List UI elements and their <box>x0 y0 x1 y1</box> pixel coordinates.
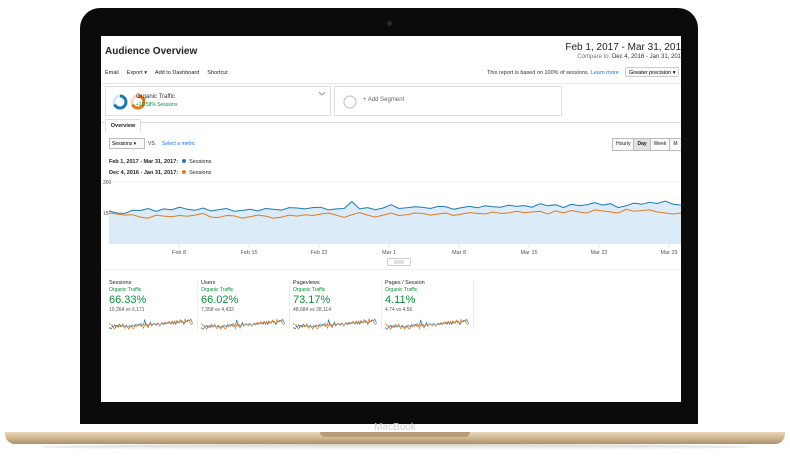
divider <box>101 83 681 84</box>
metric-card-users[interactable]: Users Organic Traffic 66.02% 7,358 vs 4,… <box>201 280 290 330</box>
series-line-compare <box>108 208 681 219</box>
metric-segment: Organic Traffic <box>385 287 418 293</box>
granularity-month[interactable]: M <box>669 138 681 151</box>
shortcut-button[interactable]: Shortcut <box>207 70 228 76</box>
sparkline-compare <box>385 318 469 330</box>
metric-sparkline <box>293 318 377 330</box>
sampling-note-text: This report is based on 100% of sessions… <box>487 70 590 76</box>
precision-select[interactable]: Greater precision ▾ <box>625 67 679 77</box>
metric-compare: 4.74 vs 4.56 <box>385 307 413 313</box>
segment-name: Organic Traffic <box>136 94 175 100</box>
series-area <box>109 201 681 244</box>
sparkline-compare <box>293 318 377 330</box>
legend-label: Sessions <box>189 159 212 165</box>
compare-range[interactable]: Compare to: Dec 4, 2016 - Jan 31, 201 <box>577 54 681 60</box>
sampling-note: This report is based on 100% of sessions… <box>487 70 619 76</box>
x-tick-label: Feb 8 <box>172 250 186 256</box>
report-toolbar: Email Export ▾ Add to Dashboard Shortcut <box>105 70 228 76</box>
legend-label: Sessions <box>189 170 212 176</box>
camera-dot <box>387 21 392 26</box>
metric-sparkline <box>201 318 285 330</box>
metric-select[interactable]: Sessions ▾ <box>109 138 145 149</box>
page-title: Audience Overview <box>105 46 198 57</box>
x-tick-label: Feb 22 <box>310 250 327 256</box>
laptop-base <box>5 432 785 444</box>
granularity-day[interactable]: Day <box>633 138 651 151</box>
metric-compare: 48,684 vs 28,114 <box>293 307 331 313</box>
x-tick-label: Mar 8 <box>452 250 466 256</box>
export-button[interactable]: Export ▾ <box>126 70 147 76</box>
segment-card-organic[interactable]: Organic Traffic +10.58% Sessions <box>105 86 331 116</box>
metric-segment: Organic Traffic <box>293 287 326 293</box>
legend-dot-icon <box>182 170 187 174</box>
legend-range: Dec 4, 2016 - Jan 31, 2017: <box>109 170 179 176</box>
laptop-opening-notch <box>320 432 470 437</box>
device-brand-label: MacBook <box>374 422 416 433</box>
segment-change: +10.58% Sessions <box>136 102 178 108</box>
chevron-down-icon[interactable] <box>318 91 326 97</box>
chart-resize-handle-icon[interactable] <box>387 258 411 266</box>
y-tick-label: 300 <box>103 180 112 186</box>
sessions-line-chart: 300 150 Feb 8 Feb 15 Feb 22 Mar 1 Mar 8 Mar 15 M… <box>101 180 681 256</box>
x-tick-label: Mar 1 <box>382 250 396 256</box>
laptop-shadow <box>40 444 750 450</box>
metric-card-pages-per-session[interactable]: Pages / Session Organic Traffic 4.11% 4.… <box>385 280 474 330</box>
granularity-toggle: Hourly Day Week M <box>612 138 681 151</box>
metric-name: Sessions <box>109 280 132 286</box>
metric-value: 4.11% <box>385 294 416 306</box>
metric-card-pageviews[interactable]: Pageviews Organic Traffic 73.17% 48,684 … <box>293 280 382 330</box>
divider <box>101 269 681 270</box>
laptop-screen: Audience Overview Feb 1, 2017 - Mar 31, … <box>101 36 681 402</box>
legend-range: Feb 1, 2017 - Mar 31, 2017: <box>109 159 179 165</box>
date-range-picker[interactable]: Feb 1, 2017 - Mar 31, 201 <box>565 42 681 53</box>
x-tick-label: Mar 15 <box>520 250 537 256</box>
metric-sparkline <box>385 318 469 330</box>
metric-sparkline <box>109 318 193 330</box>
compare-range-value: Dec 4, 2016 - Jan 31, 201 <box>611 54 681 60</box>
metric-segment: Organic Traffic <box>109 287 142 293</box>
metric-name: Pages / Session <box>385 280 425 286</box>
learn-more-link[interactable]: Learn more <box>590 70 619 76</box>
add-segment-circle-icon <box>343 95 357 109</box>
metric-card-sessions[interactable]: Sessions Organic Traffic 66.33% 10,264 v… <box>109 280 198 330</box>
legend-row-current: Feb 1, 2017 - Mar 31, 2017: Sessions <box>109 159 211 165</box>
legend-row-compare: Dec 4, 2016 - Jan 31, 2017: Sessions <box>109 170 211 176</box>
metric-name: Pageviews <box>293 280 320 286</box>
metric-compare: 10,264 vs 6,171 <box>109 307 145 313</box>
metric-name: Users <box>201 280 216 286</box>
add-segment-label: + Add Segment <box>363 97 405 103</box>
y-tick-label: 150 <box>103 211 112 217</box>
x-tick-label: Mar 22 <box>590 250 607 256</box>
granularity-week[interactable]: Week <box>649 138 671 151</box>
tab-overview[interactable]: Overview <box>105 119 141 132</box>
add-to-dashboard-button[interactable]: Add to Dashboard <box>154 70 200 76</box>
tab-bar <box>101 122 681 123</box>
metric-value: 66.02% <box>201 294 239 306</box>
x-tick-label: Feb 15 <box>240 250 257 256</box>
sparkline-compare <box>109 318 193 330</box>
x-tick-label: Mar 29 <box>660 250 677 256</box>
metric-value: 73.17% <box>293 294 331 306</box>
vs-label: VS. <box>148 141 157 147</box>
select-metric-link[interactable]: Select a metric <box>162 141 196 147</box>
legend-dot-icon <box>182 159 187 163</box>
series-line-current <box>108 200 681 214</box>
laptop-chin <box>80 402 698 424</box>
metric-value: 66.33% <box>109 294 147 306</box>
compare-prefix: Compare to: <box>577 54 611 60</box>
sparkline-compare <box>201 318 285 330</box>
segment-donut-icon <box>112 94 146 110</box>
granularity-hourly[interactable]: Hourly <box>612 138 635 151</box>
metric-segment: Organic Traffic <box>201 287 234 293</box>
add-segment-card[interactable]: + Add Segment <box>334 86 562 116</box>
email-button[interactable]: Email <box>105 70 119 76</box>
metric-compare: 7,358 vs 4,432 <box>201 307 234 313</box>
